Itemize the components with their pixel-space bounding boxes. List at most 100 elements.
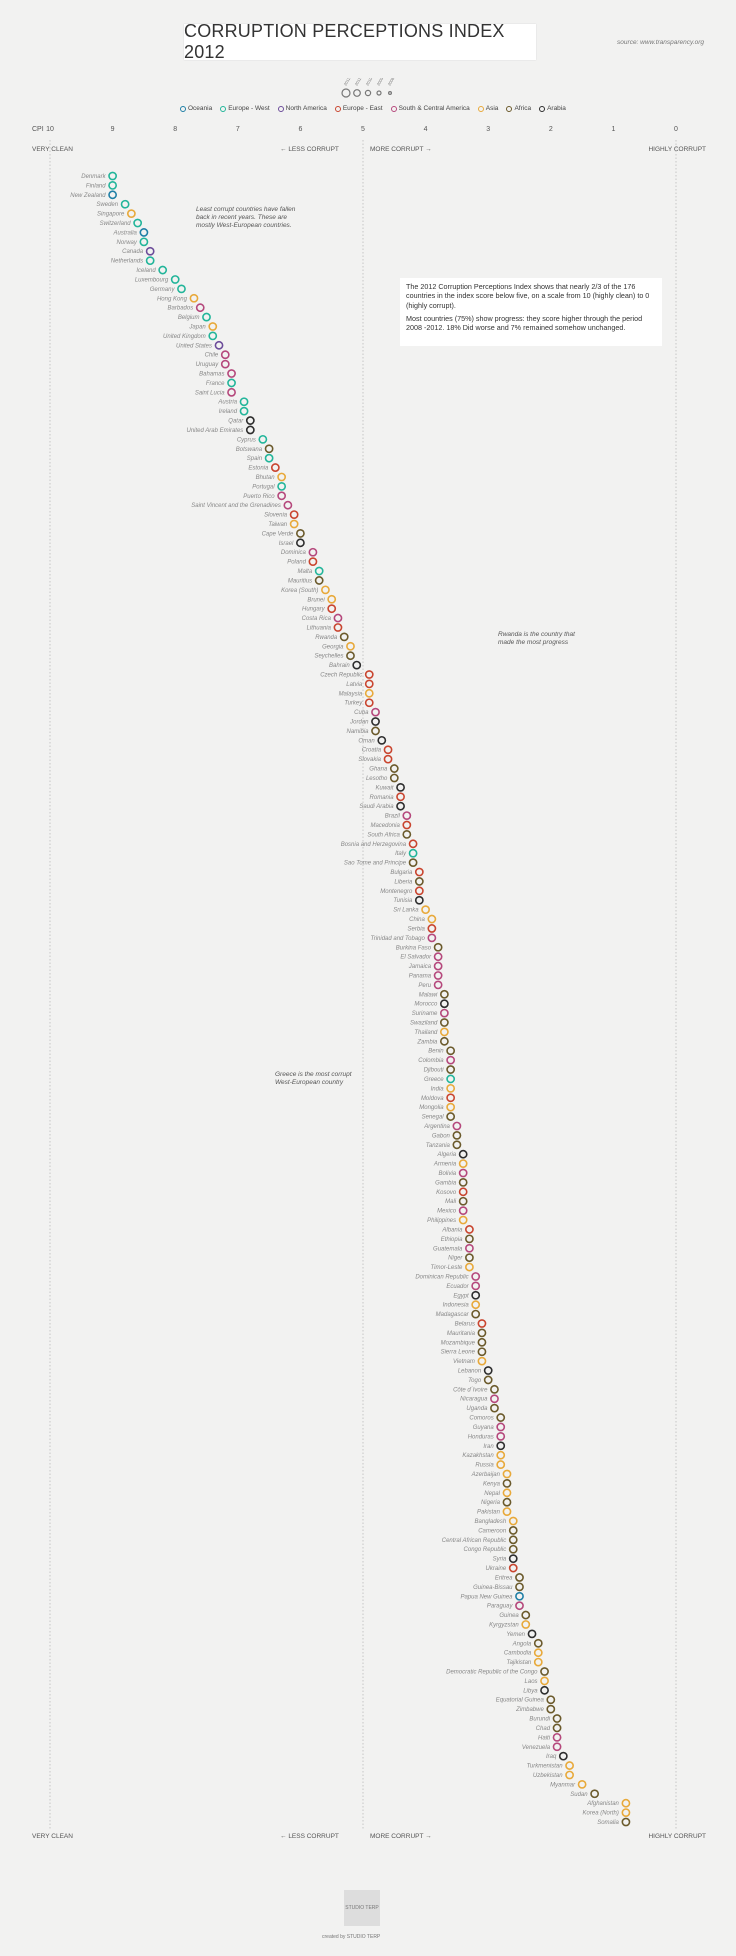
cpi-2012-point [552,1732,562,1742]
legend-label: Africa [514,105,532,112]
source-note: source: www.transparency.org [617,39,704,46]
cpi-2012-point [208,331,218,341]
country-label: Ukraine [486,1566,507,1572]
cpi-2012-point [552,1714,562,1723]
cpi-2012-point [477,1328,487,1338]
cpi-2012-point [408,848,418,858]
cpi-2012-point [452,1121,462,1131]
cpi-2012-point [439,1018,449,1027]
cpi-2012-point [364,670,374,679]
cpi-2012-point [346,651,355,661]
country-label: Norway [117,240,138,246]
cpi-2012-point [483,1375,493,1385]
cpi-2012-point [565,1761,574,1770]
cpi-2012-point [540,1667,549,1676]
cpi-2012-point [446,1093,456,1103]
country-label: Denmark [81,174,106,180]
cpi-2012-point [339,632,349,642]
cpi-2012-point [245,425,255,435]
country-label: Suriname [412,1011,438,1017]
country-label: Korea (North) [583,1811,619,1817]
country-label: Bahamas [199,372,224,378]
country-label: Kazakhstan [462,1453,494,1459]
cpi-2012-point [515,1591,524,1601]
cpi-2012-point [108,181,117,190]
country-label: Côte d´Ivoire [453,1387,488,1393]
legend-label: Europe - West [228,105,270,112]
country-label: Slovenia [264,513,288,519]
country-label: Niger [448,1256,463,1262]
cpi-2012-point [264,444,274,454]
annotation-rwanda: Rwanda is the country that made the most… [498,631,575,647]
highly-corrupt-bottom: HIGHLY CORRUPT [648,1833,706,1840]
country-label: Eritrea [495,1575,513,1581]
axis-tick-label: 1 [611,126,616,133]
country-label: Panama [409,973,432,979]
cpi-2012-point [414,877,424,886]
cpi-2012-point [477,1319,487,1328]
country-label: Cambodia [504,1651,532,1657]
legend-swatch-south-central-america [390,105,397,112]
country-label: Nigeria [481,1500,501,1506]
cpi-2012-point [220,359,230,369]
country-label: Indonesia [443,1303,470,1309]
country-label: Mauritius [288,578,312,584]
cpi-2012-point [414,886,424,896]
country-label: Canada [122,249,144,255]
axis-tick-label: 0 [674,126,678,133]
country-label: Liberia [394,879,413,885]
country-label: Australia [113,230,138,236]
footer-credit: created by STUDIO TERP [322,1934,381,1940]
cpi-2012-point [227,378,236,388]
cpi-axis: CPI 10 9 8 7 6 5 4 3 2 1 0 [0,126,736,146]
legend-swatch-europe-west [220,105,227,112]
axis-tick-label: 7 [235,126,240,133]
country-label: Taiwan [268,522,287,528]
cpi-2012-point [471,1272,481,1281]
country-label: Montenegro [380,889,413,895]
size-legend-circle [376,90,382,96]
cpi-2012-point [402,820,412,830]
country-label: Qatar [228,419,244,425]
country-label: Poland [287,560,306,566]
country-label: Burkina Faso [396,945,432,951]
legend-label: Oceania [188,105,213,112]
country-label: Switzerland [100,221,132,227]
cpi-2012-point [490,1394,499,1404]
country-label: Burundi [529,1717,550,1723]
legend-label: South & Central America [398,105,470,112]
country-label: Libya [523,1688,538,1694]
axis-tick-label: 9 [110,126,115,133]
country-label: Bangladesh [475,1519,507,1525]
cpi-2012-point [496,1431,506,1441]
cpi-2012-point [515,1573,524,1582]
country-label: Turkmenistan [527,1764,564,1770]
country-label: India [431,1086,445,1092]
very-clean-top: VERY CLEAN [32,146,73,153]
country-label: Brunei [307,597,325,603]
cpi-2012-point [577,1779,587,1789]
country-label: El Salvador [400,955,432,961]
cpi-2012-point [327,604,337,614]
less-corrupt-top: ← LESS CORRUPT [280,146,339,153]
info-box: The 2012 Corruption Perceptions Index sh… [400,278,662,346]
cpi-2012-point [533,1648,543,1658]
country-label: Romania [370,795,395,801]
highly-corrupt-top: HIGHLY CORRUPT [648,146,706,153]
country-label: Malaysia [339,691,363,697]
cpi-2012-point [452,1140,462,1150]
country-label: Uruguay [196,362,220,368]
legend-swatch-asia [477,105,484,112]
cpi-2012-point [465,1262,474,1272]
country-label: Peru [418,983,431,989]
country-label: Timor-Leste [431,1265,464,1271]
country-label: Croatia [362,748,382,754]
cpi-2012-point [508,1516,518,1526]
country-label: Kyrgyzstan [489,1622,519,1628]
cpi-2012-point [540,1685,549,1695]
legend-item-south-central-america: South & Central America [390,105,470,112]
cpi-2012-point [364,679,374,689]
cpi-2012-point [521,1620,531,1629]
cpi-2012-point [158,265,168,275]
legend-item-europe-east: Europe - East [334,105,383,112]
